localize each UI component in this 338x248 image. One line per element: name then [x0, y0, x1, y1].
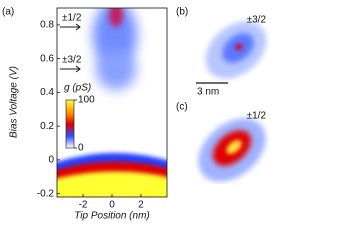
annotation: ±1/2	[62, 13, 82, 24]
y-tick-label: -0.2	[37, 188, 55, 199]
y-tick-label: 0.6	[40, 53, 54, 64]
y-tick-label: 0.8	[40, 20, 54, 31]
annotation: ±1/2	[247, 111, 267, 122]
annotation: ±3/2	[62, 55, 82, 66]
arrow	[60, 23, 81, 31]
x-tick-label: 2	[138, 200, 144, 211]
panel-label: (a)	[2, 7, 14, 18]
arrow	[60, 65, 81, 73]
stm-image	[190, 104, 270, 184]
colorbar	[65, 99, 75, 149]
colorbar-label: g (pS)	[64, 83, 91, 94]
x-tick-label: -2	[79, 200, 88, 211]
panel-label: (b)	[176, 7, 188, 18]
heatmap	[57, 8, 167, 197]
stm-image	[190, 8, 270, 88]
panel-label: (c)	[176, 102, 188, 113]
y-tick-label: 0	[48, 155, 54, 166]
y-tick-label: 0.2	[40, 121, 54, 132]
annotation: ±3/2	[247, 15, 267, 26]
scale-bar-label: 3 nm	[197, 87, 219, 98]
y-axis-label: Bias Voltage (V)	[9, 66, 20, 138]
colorbar-tick-label: 100	[78, 95, 95, 106]
x-tick-label: 0	[109, 200, 115, 211]
colorbar-tick-label: 0	[78, 143, 84, 154]
y-tick-label: 0.4	[40, 87, 54, 98]
x-axis-label: Tip Position (nm)	[74, 211, 150, 222]
